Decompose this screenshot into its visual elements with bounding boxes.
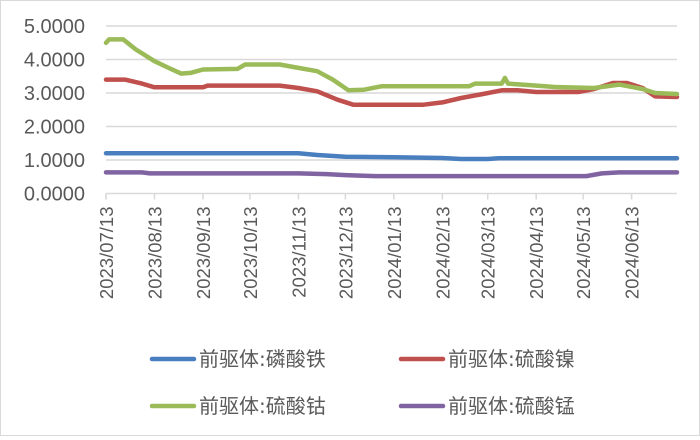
y-tick-label: 1.0000 (24, 150, 85, 172)
series-line (103, 37, 680, 97)
legend-item: 前驱体:硫酸镍 (398, 347, 575, 371)
x-tick-label: 2023/12/13 (335, 207, 356, 300)
x-tick-label: 2023/07/13 (96, 207, 117, 300)
y-tick-label: 0.0000 (24, 184, 85, 206)
x-tick-label: 2024/03/13 (478, 207, 499, 300)
legend-label: 前驱体:硫酸钴 (199, 394, 326, 418)
x-tick-label: 2024/04/13 (526, 207, 547, 300)
y-tick-label: 2.0000 (24, 117, 85, 139)
x-axis: 2023/07/13 2023/08/13 2023/09/13 2023/10/13… (96, 193, 643, 300)
gridlines (106, 25, 677, 195)
y-tick-label: 4.0000 (24, 50, 85, 72)
legend-label: 前驱体:磷酸铁 (199, 347, 326, 371)
legend-label: 前驱体:硫酸镍 (448, 347, 575, 371)
series-line (103, 151, 680, 162)
y-axis-labels: 0.0000 1.0000 2.0000 3.0000 4.0000 5.0000 (24, 16, 85, 206)
x-tick-label: 2023/10/13 (240, 207, 261, 300)
legend-item: 前驱体:硫酸锰 (398, 394, 575, 418)
legend-item: 前驱体:硫酸钴 (149, 394, 326, 418)
series-line (103, 170, 680, 179)
x-tick-label: 2024/02/13 (432, 207, 453, 300)
x-tick-label: 2024/01/13 (384, 207, 405, 300)
x-tick-label: 2023/08/13 (144, 207, 165, 300)
x-tick-label: 2024/05/13 (573, 207, 594, 300)
x-tick-label: 2023/11/13 (288, 207, 309, 298)
y-tick-label: 3.0000 (24, 83, 85, 105)
legend-label: 前驱体:硫酸锰 (448, 394, 575, 418)
x-tick-label: 2023/09/13 (193, 207, 214, 300)
y-tick-label: 5.0000 (24, 16, 85, 38)
series-line (103, 77, 680, 107)
legend-item: 前驱体:磷酸铁 (149, 347, 326, 371)
x-tick-label: 2024/06/13 (622, 207, 643, 300)
series-lines (103, 37, 680, 179)
